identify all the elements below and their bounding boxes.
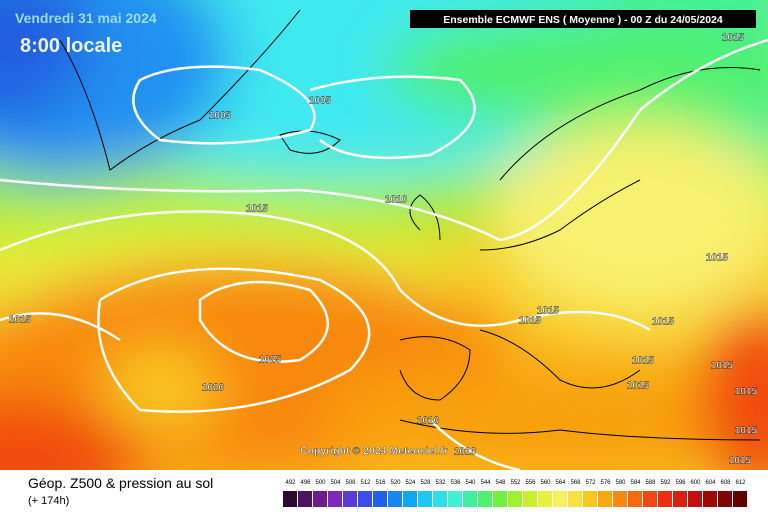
legend-label: 532 xyxy=(435,480,446,486)
isobar-label: 1020 xyxy=(202,383,225,394)
legend-swatch xyxy=(328,491,342,507)
header: Ensemble ECMWF ENS ( Moyenne ) - 00 Z du… xyxy=(443,14,723,26)
legend-label: 552 xyxy=(510,480,521,486)
legend-swatch xyxy=(658,491,672,507)
legend-label: 596 xyxy=(675,480,686,486)
legend-label: 564 xyxy=(555,480,566,486)
legend-label: 508 xyxy=(345,480,356,486)
isobar-label: 1010 xyxy=(454,447,477,458)
legend-label: 544 xyxy=(480,480,491,486)
legend-swatch xyxy=(493,491,507,507)
copyright: Copyright © 2024 Meteociel.fr xyxy=(300,445,448,457)
legend-label: 604 xyxy=(705,480,716,486)
legend-swatch xyxy=(643,491,657,507)
isobar-label: 1015 xyxy=(627,381,650,392)
legend-label: 528 xyxy=(420,480,431,486)
legend-swatch xyxy=(478,491,492,507)
legend-label: 608 xyxy=(720,480,731,486)
isobar-label: 1010 xyxy=(417,416,440,427)
legend-swatch xyxy=(373,491,387,507)
isobar-label: 1015 xyxy=(632,356,655,367)
legend-label: 540 xyxy=(465,480,476,486)
legend-label: 592 xyxy=(660,480,671,486)
legend-label: 568 xyxy=(570,480,581,486)
isobar-label: 1010 xyxy=(385,195,408,206)
legend-swatch xyxy=(343,491,357,507)
legend-label: 536 xyxy=(450,480,461,486)
legend-swatch xyxy=(628,491,642,507)
legend-label: 600 xyxy=(690,480,701,486)
legend-label: 584 xyxy=(630,480,641,486)
legend-label: 524 xyxy=(405,480,416,486)
header-box xyxy=(410,10,756,28)
legend-swatch xyxy=(358,491,372,507)
legend-swatch xyxy=(718,491,732,507)
legend-swatch xyxy=(613,491,627,507)
legend-swatch xyxy=(673,491,687,507)
legend-label: 548 xyxy=(495,480,506,486)
isobar-label: 1015 xyxy=(652,317,675,328)
isobar-label: 1005 xyxy=(309,96,332,107)
coastlines xyxy=(59,9,761,441)
time: 8:00 locale xyxy=(20,35,122,57)
isobar-label: 1025 xyxy=(259,355,282,366)
legend-swatch xyxy=(403,491,417,507)
legend-swatch xyxy=(553,491,567,507)
legend-swatch xyxy=(388,491,402,507)
legend-label: 512 xyxy=(360,480,371,486)
legend-label: 580 xyxy=(615,480,626,486)
legend-swatch xyxy=(508,491,522,507)
isobars xyxy=(0,38,768,470)
date: Vendredi 31 mai 2024 xyxy=(15,10,157,26)
isobar-label: 1005 xyxy=(209,111,232,122)
isobar-label: 1015 xyxy=(246,204,269,215)
legend-swatch xyxy=(463,491,477,507)
legend-label: 576 xyxy=(600,480,611,486)
legend-label: 516 xyxy=(375,480,386,486)
legend-label: 504 xyxy=(330,480,341,486)
footer-title: Géop. Z500 & pression au sol xyxy=(28,475,213,491)
legend-label: 588 xyxy=(645,480,656,486)
legend-label: 612 xyxy=(735,480,746,486)
isobar-label: 1015 xyxy=(519,316,542,327)
legend-swatch xyxy=(703,491,717,507)
legend-swatch xyxy=(313,491,327,507)
legend-label: 492 xyxy=(285,480,296,486)
isobar-label: 1015 xyxy=(735,426,758,437)
legend-label: 496 xyxy=(300,480,311,486)
footer-lead: (+ 174h) xyxy=(28,495,69,507)
isobar-label: 1015 xyxy=(735,387,758,398)
legend-swatch xyxy=(448,491,462,507)
legend-label: 520 xyxy=(390,480,401,486)
legend-swatch xyxy=(568,491,582,507)
legend-swatch xyxy=(418,491,432,507)
legend-swatch xyxy=(298,491,312,507)
legend-swatch xyxy=(283,491,297,507)
legend-swatch xyxy=(538,491,552,507)
legend-swatch xyxy=(688,491,702,507)
isobar-label: 1015 xyxy=(711,361,734,372)
isobar-label: 1015 xyxy=(722,33,745,44)
legend-swatch xyxy=(433,491,447,507)
isobar-label: 1015 xyxy=(706,253,729,264)
legend-label: 500 xyxy=(315,480,326,486)
legend-swatch xyxy=(583,491,597,507)
legend-label: 560 xyxy=(540,480,551,486)
legend-label: 556 xyxy=(525,480,536,486)
legend-label: 572 xyxy=(585,480,596,486)
legend-swatch xyxy=(733,491,747,507)
legend-swatch xyxy=(598,491,612,507)
legend-swatch xyxy=(523,491,537,507)
isobar-label: 1015 xyxy=(537,306,560,317)
isobar-label: 1015 xyxy=(729,456,752,467)
isobar-label: 1015 xyxy=(9,315,32,326)
